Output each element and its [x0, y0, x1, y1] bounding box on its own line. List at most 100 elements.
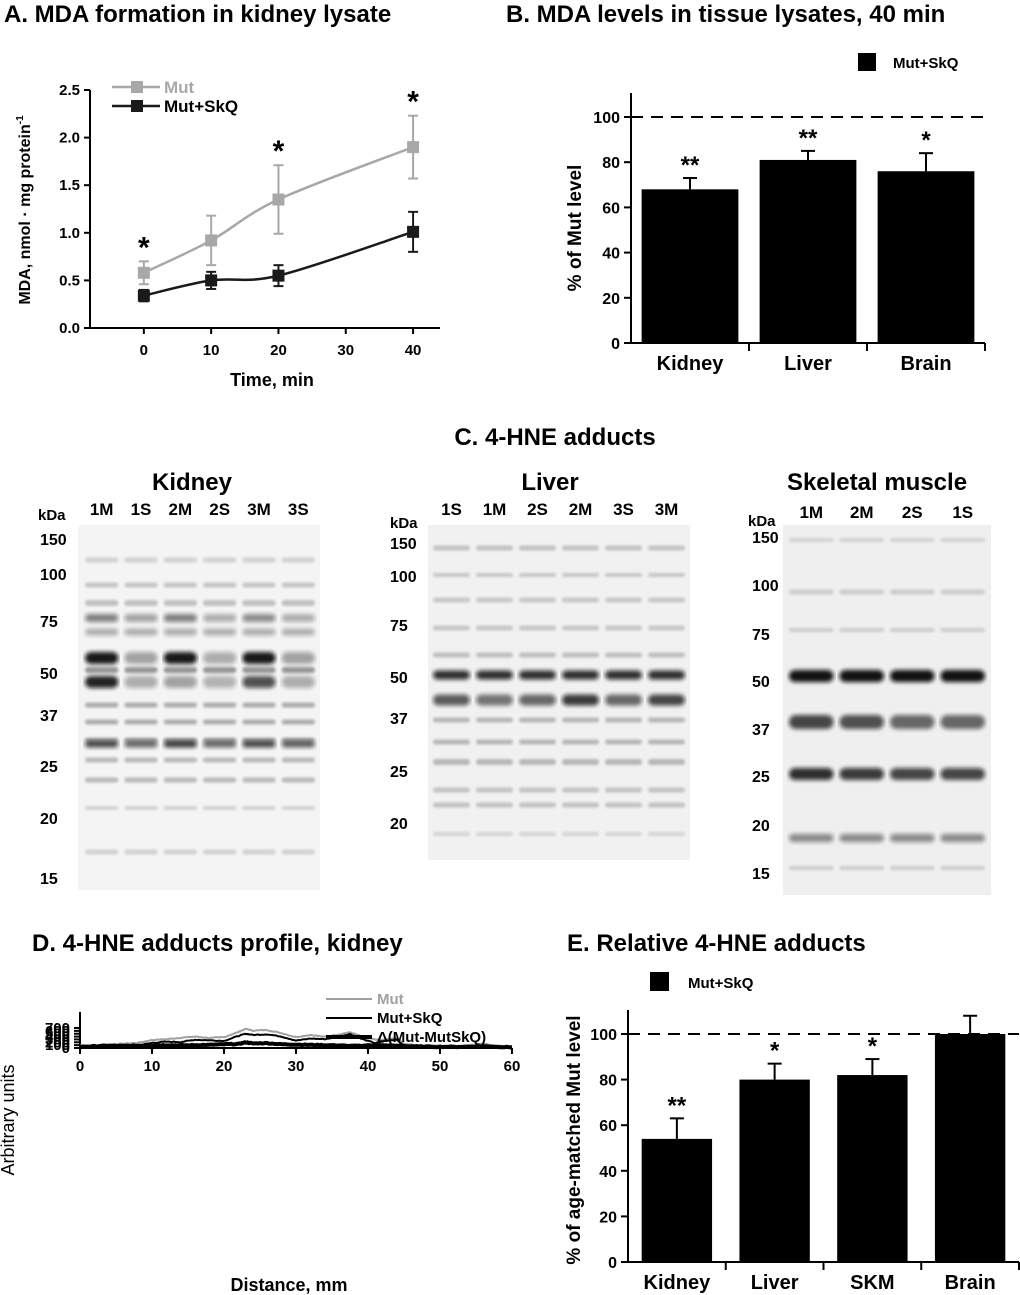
- kidney-band: [281, 757, 315, 763]
- liver-band: [562, 787, 599, 793]
- skm-band: [839, 670, 884, 682]
- panel-b-y-label: % of Mut level: [565, 165, 586, 292]
- kidney-kda-marker: 150: [40, 532, 67, 549]
- kidney-band: [281, 702, 315, 708]
- kidney-band: [203, 667, 237, 673]
- e-bar-brain: [934, 1034, 1006, 1262]
- skm-band: [789, 866, 834, 870]
- e-ytick-label: 80: [599, 1073, 617, 1090]
- panel-d: D. 4-HNE adducts profile, kidney 0100200…: [0, 930, 520, 1295]
- kidney-band: [242, 582, 276, 588]
- blot-kidney-bands: 1M 1S 2M 2S 3M 3S 150 100 75 50 37 25 20 15: [40, 500, 315, 888]
- a-point: [137, 289, 150, 302]
- e-category-label: Brain: [945, 1272, 996, 1294]
- skm-lane-label: 1S: [952, 503, 973, 522]
- panel-d-series: [79, 1027, 513, 1050]
- kidney-band: [85, 757, 119, 763]
- blot-liver-bands: 1S 1M 2S 2M 3S 3M 150 100 75 50 37 25 20: [390, 500, 685, 836]
- panel-b: B. MDA levels in tissue lysates, 40 min …: [506, 1, 990, 375]
- blot-skm-title: Skeletal muscle: [787, 469, 967, 496]
- legend-mut-label: Mut: [164, 78, 195, 97]
- a-ytick-label: 1.0: [59, 225, 80, 242]
- skm-band: [789, 538, 834, 542]
- liver-lane-label: 3S: [613, 500, 634, 519]
- kidney-band: [163, 652, 197, 664]
- panel-a-series: [137, 114, 420, 303]
- liver-band: [562, 625, 599, 631]
- kidney-band: [203, 582, 237, 588]
- panel-e-legend-swatch: [650, 972, 669, 991]
- kidney-band: [203, 740, 237, 748]
- a-ytick-label: 0.0: [59, 320, 80, 337]
- d-ytick-label: 300: [45, 1031, 70, 1048]
- kidney-band: [203, 702, 237, 708]
- kidney-band: [281, 676, 315, 688]
- kidney-band: [124, 757, 158, 763]
- liver-band: [605, 787, 642, 793]
- b-ytick-label: 100: [593, 110, 620, 127]
- b-ytick-label: 40: [602, 246, 620, 263]
- liver-band: [605, 652, 642, 658]
- b-bar-brain: [877, 171, 975, 343]
- skm-band: [789, 768, 834, 780]
- skm-band: [940, 715, 985, 729]
- panel-e-bars: ** Kidney * Liver * SKM Brain: [628, 1014, 1020, 1294]
- liver-band: [605, 802, 642, 808]
- skm-lane-label: 1M: [799, 503, 823, 522]
- liver-band: [605, 739, 642, 745]
- kidney-band: [85, 667, 119, 673]
- e-category-label: Kidney: [644, 1272, 712, 1294]
- liver-band: [605, 670, 642, 680]
- d-ytick-label: 100: [45, 1037, 70, 1054]
- kidney-band: [203, 600, 237, 606]
- liver-band: [648, 739, 685, 745]
- skm-band: [890, 628, 935, 632]
- b-bar-kidney: [641, 189, 739, 343]
- skm-band: [890, 715, 935, 729]
- kidney-band: [124, 777, 158, 783]
- liver-band: [476, 652, 513, 658]
- panel-a: A. MDA formation in kidney lysate 0.0 0.5…: [4, 1, 440, 390]
- skm-band: [890, 866, 935, 870]
- e-ytick-label: 40: [599, 1164, 617, 1181]
- panel-d-x-label: Distance, mm: [230, 1275, 347, 1295]
- e-ytick-label: 20: [599, 1209, 617, 1226]
- kidney-band: [124, 849, 158, 855]
- kidney-kda-marker: 75: [40, 614, 58, 631]
- e-category-label: Liver: [751, 1272, 799, 1294]
- kidney-band: [203, 757, 237, 763]
- skm-kda-marker: 37: [752, 722, 770, 739]
- liver-band: [562, 717, 599, 723]
- kidney-band: [203, 806, 237, 810]
- blot-kidney-title: Kidney: [152, 469, 233, 496]
- kidney-band: [163, 806, 197, 810]
- kidney-band: [281, 557, 315, 563]
- liver-band: [562, 573, 599, 577]
- liver-band: [519, 717, 556, 723]
- liver-band: [433, 717, 470, 723]
- kidney-kda-marker: 15: [40, 871, 58, 888]
- liver-band: [605, 625, 642, 631]
- liver-band: [648, 717, 685, 723]
- liver-band: [519, 625, 556, 631]
- kidney-band: [124, 667, 158, 673]
- kidney-lane-label: 1S: [131, 500, 152, 519]
- d-xtick-label: 30: [288, 1058, 305, 1075]
- d-ytick-label: 400: [45, 1029, 70, 1046]
- kidney-band: [163, 702, 197, 708]
- legend-d-mutskq-label: Mut+SkQ: [377, 1010, 443, 1027]
- b-ytick-label: 60: [602, 200, 620, 217]
- liver-band: [519, 670, 556, 680]
- blot-liver-membrane: [428, 525, 690, 860]
- kidney-band: [163, 628, 197, 636]
- liver-band: [433, 545, 470, 551]
- legend-d-delta-label: Δ(Mut-MutSkQ): [377, 1029, 486, 1046]
- liver-kda-marker: 100: [390, 569, 417, 586]
- b-significance: *: [921, 127, 931, 154]
- kidney-band: [124, 600, 158, 606]
- panel-b-legend-swatch: [858, 53, 876, 71]
- liver-band: [476, 717, 513, 723]
- skm-band: [940, 589, 985, 595]
- liver-kda-marker: 25: [390, 764, 408, 781]
- kidney-band: [242, 849, 276, 855]
